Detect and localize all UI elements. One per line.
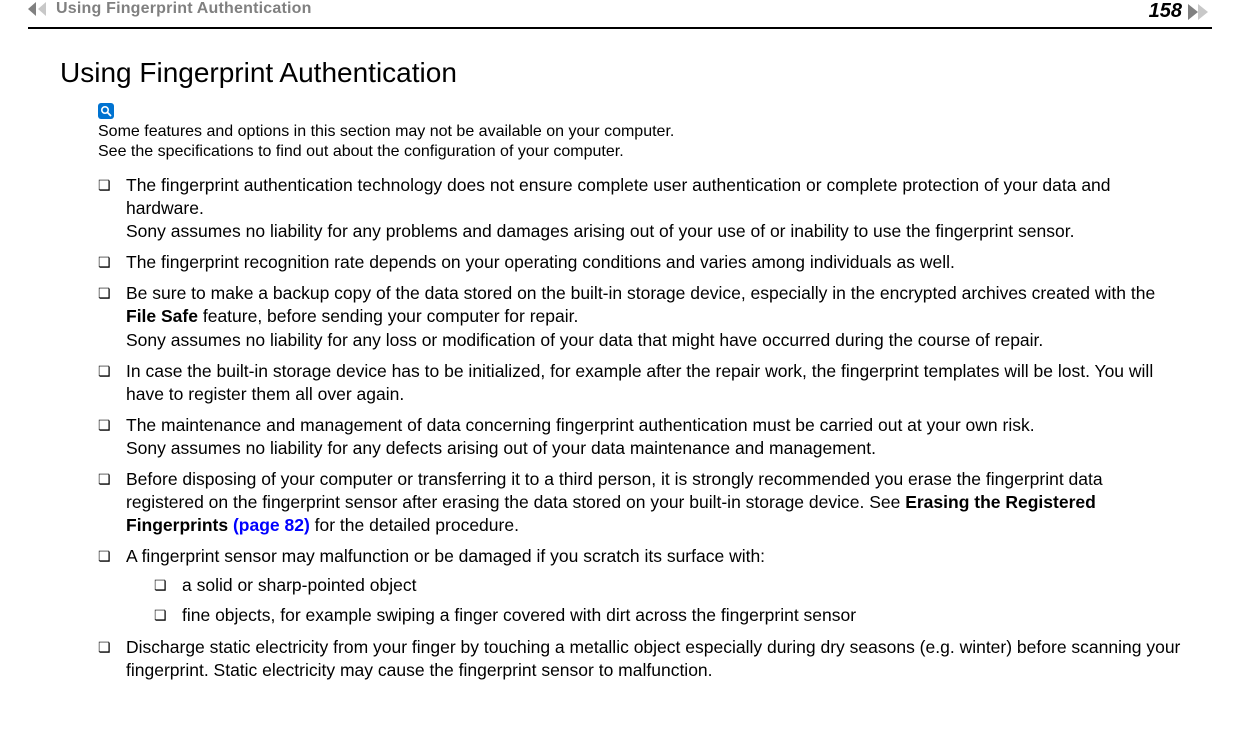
breadcrumb[interactable]: Using Fingerprint Authentication	[56, 0, 312, 18]
list-text: A fingerprint sensor may malfunction or …	[126, 546, 765, 566]
page-header: Using Fingerprint Authentication 158	[28, 0, 1212, 29]
bold-text: File Safe	[126, 306, 198, 326]
list-text: feature, before sending your computer fo…	[198, 306, 578, 326]
page: Using Fingerprint Authentication 158 Usi…	[0, 0, 1240, 750]
list-item: a solid or sharp-pointed object	[154, 574, 1182, 598]
note-line: See the specifications to find out about…	[98, 142, 1182, 162]
list-text: Discharge static electricity from your f…	[126, 637, 1180, 680]
list-item: The fingerprint recognition rate depends…	[98, 251, 1182, 274]
list-text: The fingerprint authentication technolog…	[126, 175, 1111, 218]
list-item: Discharge static electricity from your f…	[98, 636, 1182, 682]
list-item: The maintenance and management of data c…	[98, 414, 1182, 460]
page-title: Using Fingerprint Authentication	[60, 57, 1182, 89]
list-text: Sony assumes no liability for any defect…	[126, 438, 876, 458]
list-text: In case the built-in storage device has …	[126, 361, 1153, 404]
page-number: 158	[1149, 0, 1182, 23]
list-item: fine objects, for example swiping a fing…	[154, 604, 1182, 628]
nav-prev-icon[interactable]	[28, 2, 50, 16]
list-text: The maintenance and management of data c…	[126, 415, 1035, 435]
note-text: Some features and options in this sectio…	[98, 122, 1182, 162]
note-line: Some features and options in this sectio…	[98, 122, 1182, 142]
list-text: The fingerprint recognition rate depends…	[126, 252, 955, 272]
list-text: Sony assumes no liability for any loss o…	[126, 330, 1043, 350]
list-text: Be sure to make a backup copy of the dat…	[126, 283, 1155, 303]
list-item: A fingerprint sensor may malfunction or …	[98, 545, 1182, 627]
list-text: fine objects, for example swiping a fing…	[182, 605, 856, 625]
list-item: In case the built-in storage device has …	[98, 360, 1182, 406]
note-block: Some features and options in this sectio…	[60, 103, 1182, 162]
sub-list: a solid or sharp-pointed object fine obj…	[126, 574, 1182, 627]
bullet-list: The fingerprint authentication technolog…	[60, 174, 1182, 682]
list-item: Before disposing of your computer or tra…	[98, 468, 1182, 537]
list-text: a solid or sharp-pointed object	[182, 575, 416, 595]
list-item: The fingerprint authentication technolog…	[98, 174, 1182, 243]
page-content: Using Fingerprint Authentication Some fe…	[28, 29, 1212, 682]
list-text: for the detailed procedure.	[310, 515, 519, 535]
nav-next-icon[interactable]	[1186, 4, 1212, 20]
page-number-area: 158	[1149, 0, 1212, 23]
list-item: Be sure to make a backup copy of the dat…	[98, 282, 1182, 351]
list-text: Sony assumes no liability for any proble…	[126, 221, 1074, 241]
note-icon	[98, 103, 114, 119]
page-link[interactable]: (page 82)	[233, 515, 310, 535]
breadcrumb-area: Using Fingerprint Authentication	[28, 0, 312, 18]
